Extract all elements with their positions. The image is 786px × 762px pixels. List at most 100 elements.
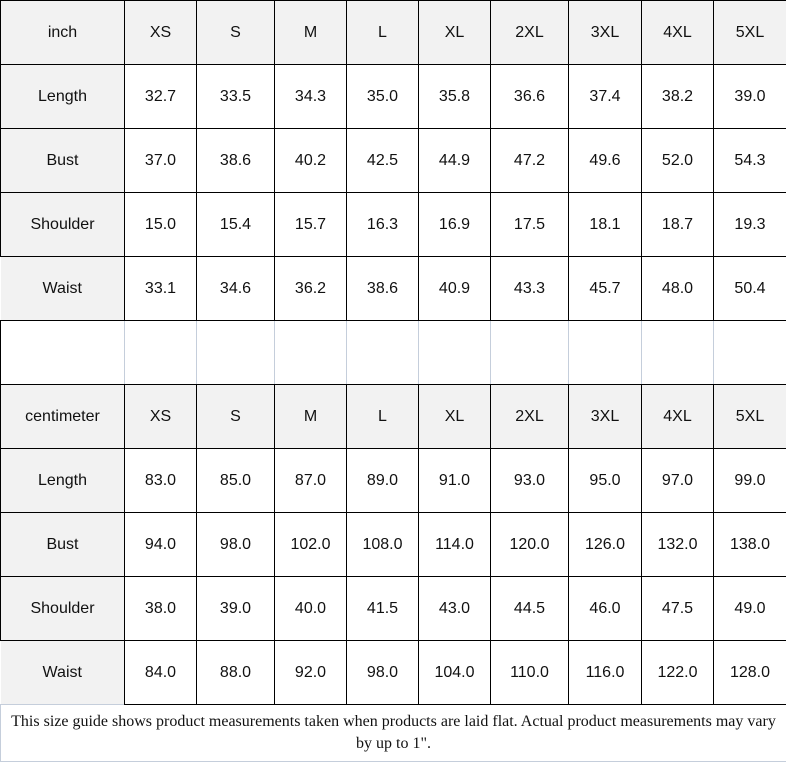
size-header: S [196,0,275,65]
measurement-value: 44.5 [490,576,569,641]
measurement-value: 43.0 [418,576,491,641]
measurement-value: 40.2 [274,128,347,193]
measurement-value: 49.6 [568,128,642,193]
inch-header-row: inch XS S M L XL 2XL 3XL 4XL 5XL [0,0,786,65]
size-header: XL [418,0,491,65]
row-label: Bust [0,128,125,193]
size-header: 5XL [713,0,786,65]
table-row: Length 83.0 85.0 87.0 89.0 91.0 93.0 95.0 97.0 99… [0,448,786,513]
measurement-value: 39.0 [196,576,275,641]
measurement-value: 98.0 [346,640,419,705]
measurement-value: 37.0 [124,128,197,193]
size-header: L [346,0,419,65]
row-label: Shoulder [0,192,125,257]
size-header: XL [418,384,491,449]
measurement-value: 92.0 [274,640,347,705]
measurement-value: 83.0 [124,448,197,513]
measurement-value: 54.3 [713,128,786,193]
row-label: Waist [0,256,125,321]
measurement-value: 97.0 [641,448,714,513]
measurement-value: 122.0 [641,640,714,705]
measurement-value: 42.5 [346,128,419,193]
measurement-value: 36.2 [274,256,347,321]
empty-cell [346,320,419,385]
measurement-value: 91.0 [418,448,491,513]
measurement-value: 48.0 [641,256,714,321]
empty-cell [641,320,714,385]
footer-note: This size guide shows product measuremen… [0,704,786,762]
empty-cell [196,320,275,385]
size-header: 3XL [568,0,642,65]
size-header: XS [124,384,197,449]
measurement-value: 17.5 [490,192,569,257]
size-header: L [346,384,419,449]
measurement-value: 93.0 [490,448,569,513]
empty-cell [713,320,786,385]
table-row: Bust 37.0 38.6 40.2 42.5 44.9 47.2 49.6 52.0 54.3 [0,128,786,193]
row-label: Length [0,64,125,129]
row-label: Length [0,448,125,513]
measurement-value: 126.0 [568,512,642,577]
measurement-value: 132.0 [641,512,714,577]
row-label: Waist [0,640,125,705]
measurement-value: 43.3 [490,256,569,321]
measurement-value: 87.0 [274,448,347,513]
measurement-value: 99.0 [713,448,786,513]
measurement-value: 47.5 [641,576,714,641]
table-row: Waist 33.1 34.6 36.2 38.6 40.9 43.3 45.7 48.0 50.… [0,256,786,321]
measurement-value: 50.4 [713,256,786,321]
empty-cell [418,320,491,385]
measurement-value: 15.0 [124,192,197,257]
empty-cell [568,320,642,385]
measurement-value: 39.0 [713,64,786,129]
measurement-value: 16.3 [346,192,419,257]
measurement-value: 38.6 [346,256,419,321]
size-header: 4XL [641,0,714,65]
footer-row: This size guide shows product measuremen… [0,704,786,762]
measurement-value: 38.2 [641,64,714,129]
table-row: Shoulder 15.0 15.4 15.7 16.3 16.9 17.5 18.1 18.7… [0,192,786,257]
size-header: XS [124,0,197,65]
size-header: M [274,0,347,65]
table-row: Length 32.7 33.5 34.3 35.0 35.8 36.6 37.4 38.2 39… [0,64,786,129]
measurement-value: 52.0 [641,128,714,193]
size-header: 5XL [713,384,786,449]
measurement-value: 45.7 [568,256,642,321]
empty-cell [274,320,347,385]
empty-cell [0,320,125,385]
measurement-value: 114.0 [418,512,491,577]
measurement-value: 88.0 [196,640,275,705]
measurement-value: 16.9 [418,192,491,257]
measurement-value: 110.0 [490,640,569,705]
row-label: Shoulder [0,576,125,641]
unit-label: centimeter [0,384,125,449]
measurement-value: 33.1 [124,256,197,321]
measurement-value: 40.9 [418,256,491,321]
measurement-value: 37.4 [568,64,642,129]
measurement-value: 33.5 [196,64,275,129]
measurement-value: 40.0 [274,576,347,641]
centimeter-header-row: centimeter XS S M L XL 2XL 3XL 4XL 5XL [0,384,786,449]
measurement-value: 32.7 [124,64,197,129]
measurement-value: 36.6 [490,64,569,129]
spacer-row [0,320,786,385]
measurement-value: 104.0 [418,640,491,705]
table-row: Shoulder 38.0 39.0 40.0 41.5 43.0 44.5 46.0 47.5… [0,576,786,641]
measurement-value: 120.0 [490,512,569,577]
measurement-value: 41.5 [346,576,419,641]
measurement-value: 15.7 [274,192,347,257]
table-row: Bust 94.0 98.0 102.0 108.0 114.0 120.0 126.0 132… [0,512,786,577]
measurement-value: 89.0 [346,448,419,513]
measurement-value: 84.0 [124,640,197,705]
size-header: 2XL [490,0,569,65]
measurement-value: 95.0 [568,448,642,513]
size-header: 3XL [568,384,642,449]
measurement-value: 18.1 [568,192,642,257]
size-header: 2XL [490,384,569,449]
measurement-value: 15.4 [196,192,275,257]
measurement-value: 44.9 [418,128,491,193]
measurement-value: 38.6 [196,128,275,193]
table-row: Waist 84.0 88.0 92.0 98.0 104.0 110.0 116.0 122.… [0,640,786,705]
empty-cell [124,320,197,385]
